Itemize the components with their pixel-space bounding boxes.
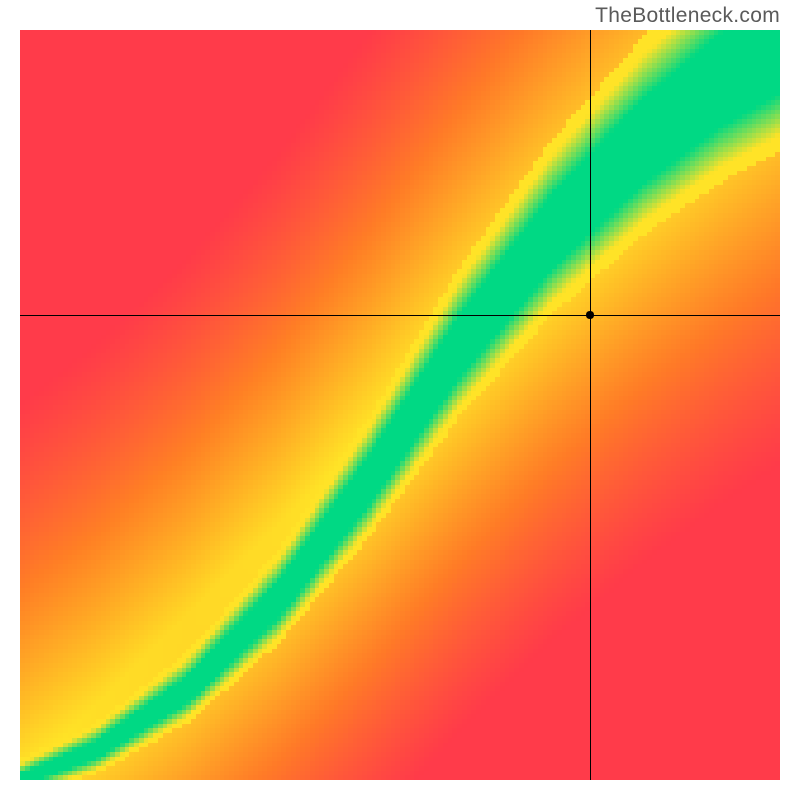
bottleneck-heatmap-container: TheBottleneck.com [0, 0, 800, 800]
chart-area [20, 30, 780, 780]
heatmap-canvas [20, 30, 780, 780]
watermark-label: TheBottleneck.com [595, 4, 780, 28]
